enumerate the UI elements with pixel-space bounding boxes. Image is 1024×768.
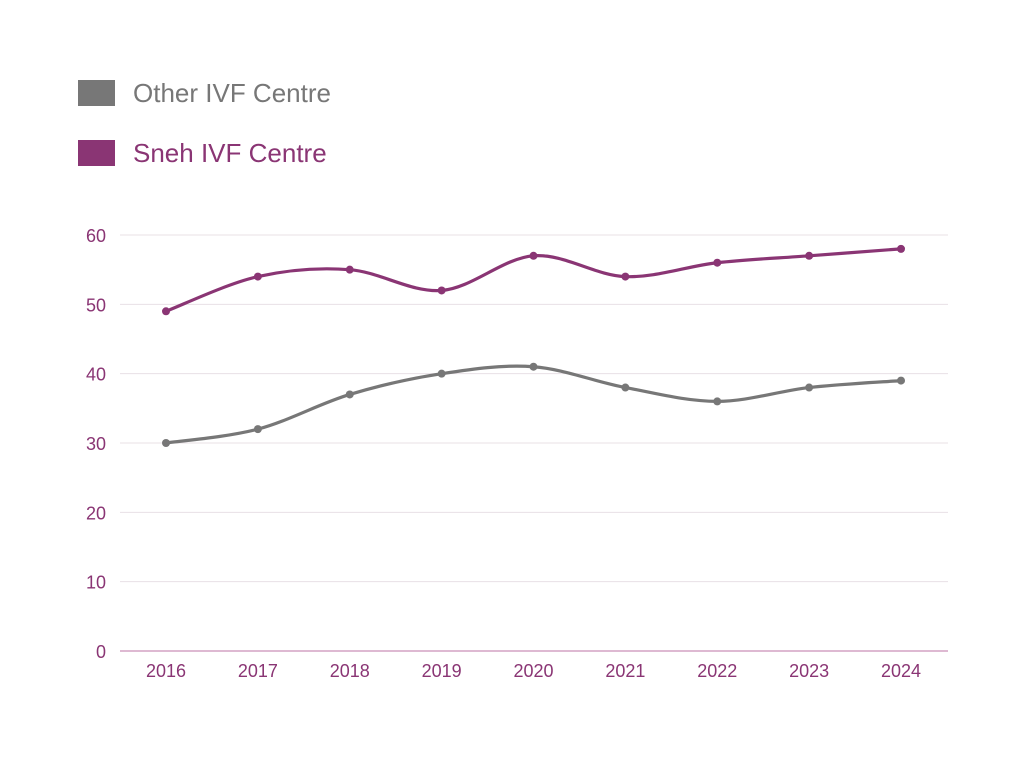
data-point-other xyxy=(897,376,905,385)
data-point-other xyxy=(805,383,814,392)
x-tick-label: 2020 xyxy=(513,661,553,681)
y-tick-label: 30 xyxy=(86,434,106,454)
data-point-sneh xyxy=(897,244,905,253)
legend-label-sneh: Sneh IVF Centre xyxy=(133,137,327,168)
y-tick-label: 40 xyxy=(86,365,106,385)
legend-swatch-sneh xyxy=(78,140,115,166)
data-point-sneh xyxy=(437,286,446,295)
legend-swatch-other xyxy=(78,80,115,106)
data-point-other xyxy=(621,383,630,392)
data-point-other xyxy=(437,369,446,378)
data-point-sneh xyxy=(713,258,722,267)
data-point-sneh xyxy=(345,265,354,274)
data-point-sneh xyxy=(162,307,170,316)
data-point-other xyxy=(253,425,262,434)
data-point-other xyxy=(529,362,538,371)
x-tick-label: 2023 xyxy=(789,661,829,681)
y-tick-label: 50 xyxy=(86,295,106,315)
legend-item-sneh: Sneh IVF Centre xyxy=(78,136,331,170)
x-tick-label: 2017 xyxy=(238,661,278,681)
y-tick-label: 20 xyxy=(86,503,106,523)
series-line-other xyxy=(164,364,903,445)
data-point-other xyxy=(162,439,170,447)
x-tick-label: 2022 xyxy=(697,661,737,681)
x-tick-label: 2021 xyxy=(605,661,645,681)
y-tick-label: 60 xyxy=(86,226,106,246)
legend-label-other: Other IVF Centre xyxy=(133,77,331,108)
x-tick-label: 2024 xyxy=(881,661,921,681)
x-tick-label: 2019 xyxy=(422,661,462,681)
data-point-sneh xyxy=(621,272,630,281)
y-tick-label: 0 xyxy=(96,642,106,662)
x-tick-label: 2016 xyxy=(146,661,186,681)
data-point-sneh xyxy=(253,272,262,281)
data-point-sneh xyxy=(805,251,814,260)
data-point-other xyxy=(713,397,722,406)
data-point-sneh xyxy=(529,251,538,260)
chart-legend: Other IVF Centre Sneh IVF Centre xyxy=(78,76,331,196)
x-tick-label: 2018 xyxy=(330,661,370,681)
legend-item-other: Other IVF Centre xyxy=(78,76,331,110)
y-tick-label: 10 xyxy=(86,573,106,593)
data-point-other xyxy=(345,390,354,399)
